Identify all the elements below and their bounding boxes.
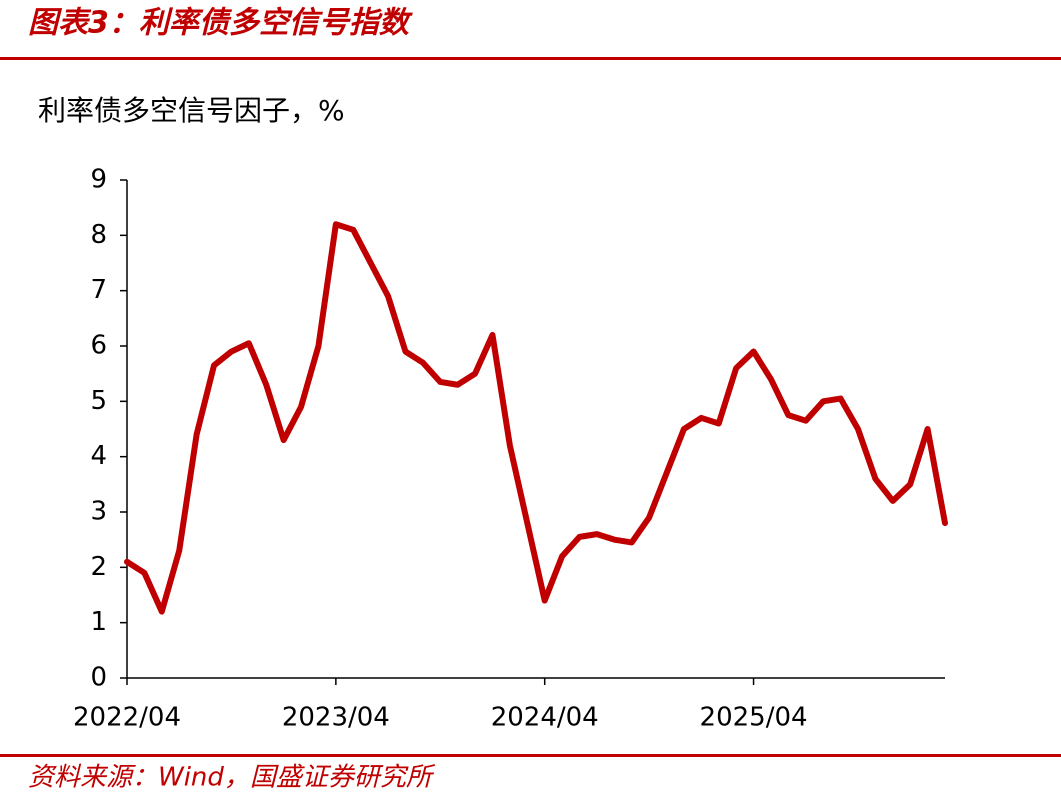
y-tick-label: 2 bbox=[90, 552, 107, 582]
y-tick-label: 6 bbox=[90, 331, 107, 361]
y-tick-label: 7 bbox=[90, 275, 107, 305]
y-tick-label: 3 bbox=[90, 497, 107, 527]
y-tick-label: 0 bbox=[90, 663, 107, 693]
y-tick-label: 8 bbox=[90, 220, 107, 250]
footer-rule bbox=[0, 754, 1061, 757]
chart-title: 利率债多空信号因子，% bbox=[38, 94, 345, 127]
data-line bbox=[124, 221, 948, 615]
x-tick-label: 2024/04 bbox=[491, 703, 599, 733]
source: 资料来源：Wind，国盛证券研究所 bbox=[28, 763, 436, 793]
y-tick-label: 9 bbox=[90, 165, 107, 195]
x-tick-label: 2022/04 bbox=[73, 703, 181, 733]
x-tick-label: 2023/04 bbox=[282, 703, 390, 733]
page-title: 图表3：利率债多空信号指数 bbox=[28, 6, 413, 41]
y-tick-label: 1 bbox=[90, 607, 107, 637]
x-tick-label: 2025/04 bbox=[700, 703, 808, 733]
title-rule bbox=[0, 57, 1061, 60]
y-tick-label: 4 bbox=[90, 441, 107, 471]
y-tick-label: 5 bbox=[90, 386, 107, 416]
